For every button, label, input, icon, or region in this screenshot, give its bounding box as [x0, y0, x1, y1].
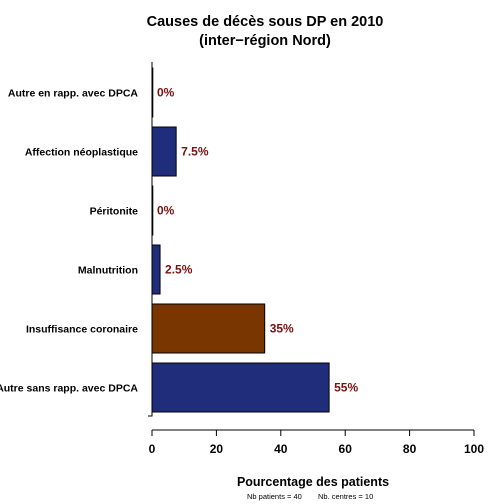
- bar-2: [151, 126, 177, 177]
- value-label-5: 35%: [270, 322, 294, 336]
- value-label-4: 2.5%: [165, 263, 193, 277]
- category-label-1: Autre en rapp. avec DPCA: [8, 88, 139, 100]
- footnote-patients: Nb patients = 40: [247, 492, 302, 501]
- category-label-5: Insuffisance coronaire: [26, 324, 138, 336]
- chart-title-line-1: Causes de décès sous DP en 2010: [147, 14, 384, 30]
- footnote-centres: Nb. centres = 10: [318, 492, 373, 501]
- category-label-3: Péritonite: [90, 206, 139, 218]
- value-label-3: 0%: [157, 204, 175, 218]
- bar-5: [151, 303, 266, 354]
- category-label-2: Affection néoplastique: [25, 147, 138, 159]
- x-tick-label-4: 60: [339, 442, 353, 456]
- category-label-4: Malnutrition: [78, 265, 138, 277]
- x-axis-label: Pourcentage des patients: [237, 475, 389, 489]
- axis-layer: 0 20 40 60 80 100: [148, 62, 484, 456]
- bar-6: [151, 362, 330, 413]
- x-tick-label-1: 0: [149, 442, 156, 456]
- value-label-6: 55%: [334, 381, 358, 395]
- bars-layer: Autre en rapp. avec DPCA 0% Affection néop…: [0, 67, 358, 413]
- x-tick-label-3: 40: [274, 442, 288, 456]
- chart-title-line-2: (inter−région Nord): [199, 33, 331, 49]
- value-label-1: 0%: [157, 86, 175, 100]
- y-axis-line: [148, 62, 153, 417]
- value-label-2: 7.5%: [181, 145, 209, 159]
- x-tick-label-2: 20: [210, 442, 224, 456]
- x-tick-label-5: 80: [403, 442, 417, 456]
- category-label-6: Autre sans rapp. avec DPCA: [0, 383, 138, 395]
- bar-4: [151, 244, 161, 295]
- x-tick-label-6: 100: [464, 442, 484, 456]
